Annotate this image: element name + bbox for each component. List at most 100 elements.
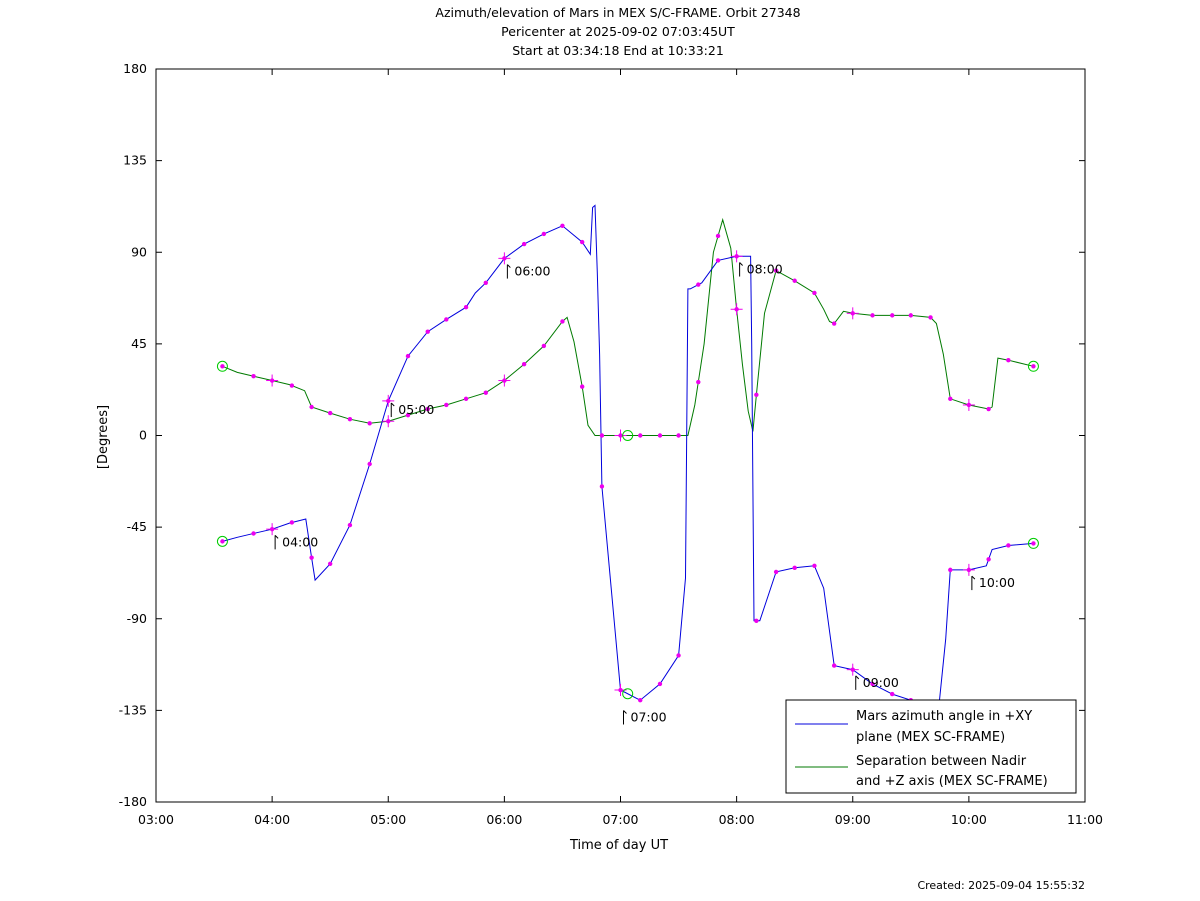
- azimuth-marker: [405, 353, 411, 359]
- x-axis-label: Time of day UT: [569, 838, 668, 853]
- x-tick-label: 11:00: [1067, 812, 1103, 827]
- x-tick-label: 04:00: [254, 812, 290, 827]
- annotation-arrow-head: [855, 675, 860, 680]
- annotation-label: 04:00: [282, 534, 318, 549]
- annotation-label: 10:00: [979, 575, 1015, 590]
- separation-marker: [696, 379, 701, 385]
- azimuth-endpoint-circle: [1027, 537, 1039, 549]
- pericenter-circle: [622, 688, 634, 700]
- y-tick-label: -90: [127, 611, 147, 626]
- azimuth-marker: [948, 567, 953, 573]
- azimuth-marker: [579, 239, 585, 245]
- x-tick-label: 06:00: [486, 812, 522, 827]
- y-tick-label: -45: [127, 519, 147, 534]
- separation-marker: [792, 278, 797, 283]
- annotation-arrow-head: [390, 402, 395, 407]
- legend-label-separation-line2: and +Z axis (MEX SC-FRAME): [856, 774, 1048, 789]
- azimuth-marker: [444, 317, 449, 322]
- y-tick-label: 45: [131, 336, 147, 351]
- separation-marker: [1006, 357, 1011, 363]
- annotation-arrow-head: [971, 575, 976, 580]
- x-tick-label: 03:00: [138, 812, 174, 827]
- annotation-arrow-head: [274, 535, 279, 539]
- separation-marker: [347, 417, 353, 422]
- legend-box: [785, 699, 1077, 794]
- azimuth-marker: [289, 520, 295, 525]
- azimuth-marker: [831, 663, 837, 668]
- x-tick-label: 09:00: [835, 812, 871, 827]
- separation-marker: [444, 402, 449, 408]
- annotation-arrow-head: [507, 264, 511, 268]
- azimuth-marker: [812, 563, 817, 569]
- y-tick-label: 180: [123, 61, 147, 76]
- annotation-label: 05:00: [398, 402, 434, 417]
- separation-marker: [560, 319, 565, 324]
- annotation-label: 09:00: [863, 675, 899, 690]
- separation-marker: [870, 313, 875, 318]
- azimuth-marker: [425, 329, 430, 334]
- separation-marker: [890, 313, 895, 318]
- separation-marker: [579, 384, 585, 389]
- azimuth-marker: [986, 557, 991, 562]
- hour-annotations: 04:00 05:00 06:00 07:00 08:00 09:00 10:00: [274, 262, 1015, 725]
- annotation-arrow-head: [739, 262, 743, 266]
- azimuth-marker: [560, 223, 565, 228]
- y-tick-labels: 180 135 90 45 0 -45 -90 -135 -180: [119, 61, 147, 809]
- separation-marker: [831, 321, 837, 326]
- azimuth-marker: [715, 258, 721, 263]
- azimuth-marker: [792, 565, 797, 571]
- azimuth-marker: [541, 231, 547, 237]
- data-markers: [216, 223, 1039, 723]
- azimuth-marker: [1031, 541, 1036, 546]
- azimuth-marker: [890, 691, 895, 697]
- azimuth-line: [222, 204, 1034, 733]
- azimuth-marker: [1006, 543, 1011, 548]
- separation-marker: [754, 392, 759, 397]
- chart-subtitle-pericenter: Pericenter at 2025-09-02 07:03:45UT: [501, 24, 735, 39]
- legend-label-separation-line1: Separation between Nadir: [856, 754, 1027, 769]
- azimuth-marker: [599, 484, 605, 489]
- azimuth-endpoint-circle: [216, 535, 228, 547]
- azimuth-marker: [773, 569, 779, 575]
- azimuth-marker: [676, 653, 681, 658]
- annotation-label: 07:00: [631, 709, 667, 724]
- separation-marker: [715, 233, 721, 239]
- separation-marker: [812, 290, 817, 296]
- series-lines: [222, 204, 1034, 733]
- separation-marker: [773, 268, 779, 273]
- azimuth-marker: [696, 282, 701, 287]
- x-tick-label: 08:00: [719, 812, 755, 827]
- azimuth-marker: [367, 461, 372, 467]
- azimuth-marker: [251, 531, 256, 536]
- separation-marker: [657, 433, 663, 438]
- chart-title: Azimuth/elevation of Mars in MEX S/C-FRA…: [435, 5, 800, 20]
- y-axis-label: [Degrees]: [96, 405, 111, 469]
- y-tick-label: 0: [139, 428, 147, 443]
- separation-marker: [948, 396, 953, 402]
- separation-marker: [367, 421, 372, 426]
- annotation-arrow-head: [623, 710, 627, 714]
- separation-marker: [251, 373, 256, 379]
- annotation-label: 06:00: [514, 264, 550, 279]
- legend-label-azimuth-line2: plane (MEX SC-FRAME): [856, 730, 1005, 745]
- chart-subtitle-start-end: Start at 03:34:18 End at 10:33:21: [512, 43, 724, 58]
- separation-marker: [908, 313, 914, 318]
- y-tick-label: -135: [119, 702, 147, 717]
- separation-marker: [327, 410, 333, 416]
- separation-endpoint-circle: [216, 360, 228, 372]
- separation-marker: [599, 433, 605, 438]
- y-tick-label: 135: [123, 153, 147, 168]
- y-tick-label: -180: [119, 794, 147, 809]
- chart-title-block: Azimuth/elevation of Mars in MEX S/C-FRA…: [435, 5, 800, 58]
- separation-marker: [638, 433, 643, 438]
- separation-marker: [928, 315, 933, 320]
- y-tick-label: 90: [131, 244, 147, 259]
- axis-ticks: [155, 68, 1086, 803]
- separation-marker: [425, 406, 430, 412]
- legend-label-azimuth-line1: Mars azimuth angle in +XY: [856, 709, 1032, 724]
- x-tick-labels: 03:00 04:00 05:00 06:00 07:00 08:00 09:00 10:00…: [138, 812, 1103, 827]
- legend: Mars azimuth angle in +XY plane (MEX SC-…: [785, 699, 1077, 794]
- azimuth-marker: [347, 522, 353, 528]
